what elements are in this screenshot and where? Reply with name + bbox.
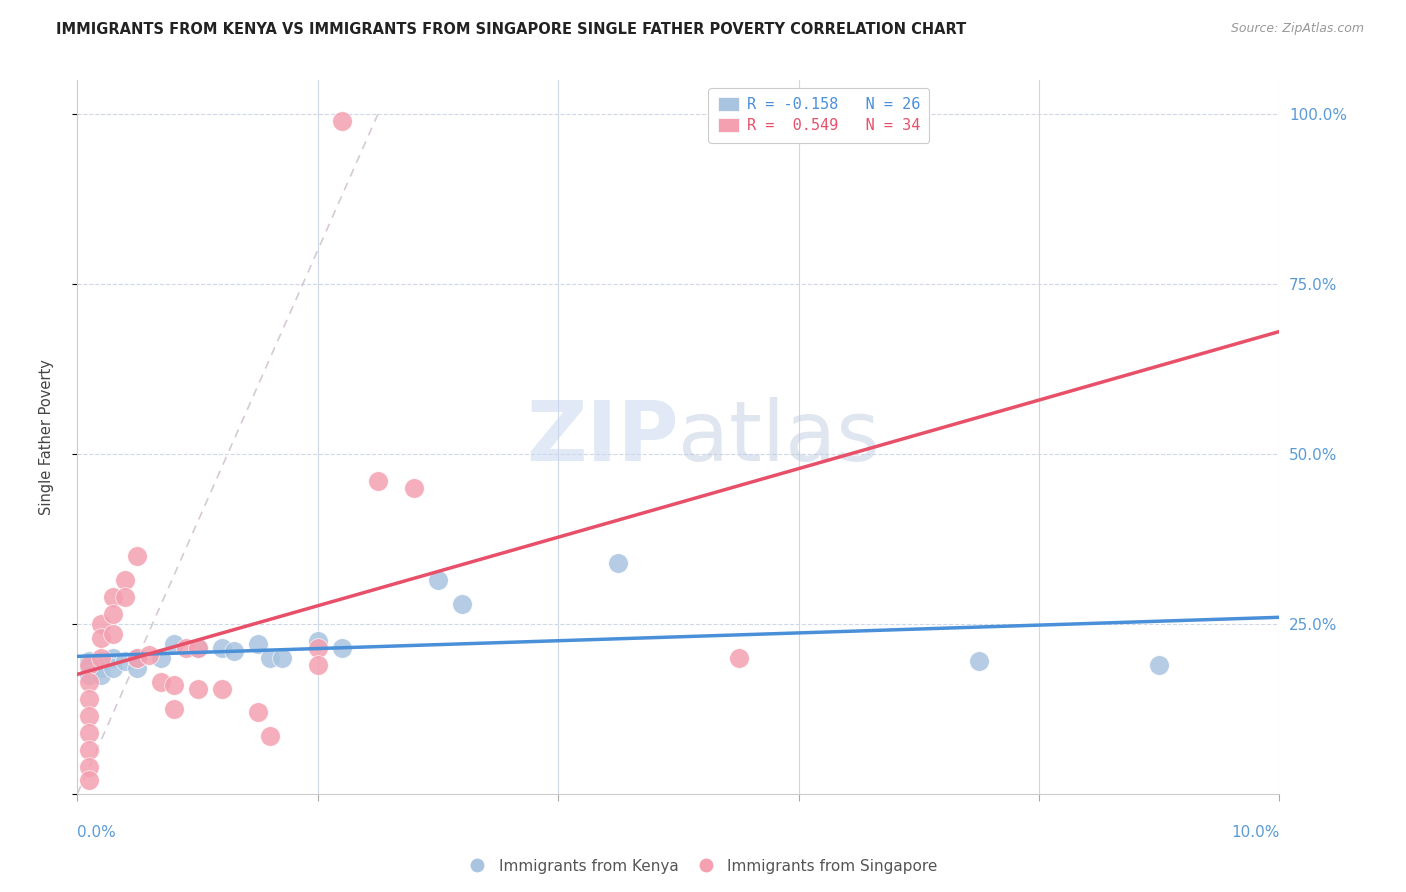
Point: [79, 657, 101, 672]
Point: [211, 681, 233, 696]
Point: [90, 651, 112, 665]
Point: [727, 651, 749, 665]
Text: ZIP: ZIP: [526, 397, 679, 477]
Point: [451, 597, 474, 611]
Point: [127, 651, 149, 665]
Point: [150, 674, 173, 689]
Point: [402, 481, 425, 495]
Point: [127, 651, 149, 665]
Point: [187, 681, 209, 696]
Point: [162, 702, 184, 716]
Text: Source: ZipAtlas.com: Source: ZipAtlas.com: [1230, 22, 1364, 36]
Point: [162, 637, 184, 651]
Point: [90, 654, 112, 668]
Point: [103, 627, 125, 641]
Point: [246, 706, 269, 720]
Point: [211, 640, 233, 655]
Point: [79, 674, 101, 689]
Point: [330, 640, 353, 655]
Legend: Immigrants from Kenya, Immigrants from Singapore: Immigrants from Kenya, Immigrants from S…: [463, 853, 943, 880]
Point: [103, 651, 125, 665]
Point: [114, 590, 136, 604]
Point: [90, 617, 112, 632]
Point: [427, 573, 450, 587]
Text: atlas: atlas: [679, 397, 880, 477]
Point: [607, 556, 630, 570]
Text: 0.0%: 0.0%: [77, 825, 117, 840]
Y-axis label: Single Father Poverty: Single Father Poverty: [39, 359, 53, 515]
Point: [79, 691, 101, 706]
Point: [222, 644, 245, 658]
Text: 10.0%: 10.0%: [1232, 825, 1279, 840]
Point: [103, 607, 125, 621]
Point: [127, 661, 149, 675]
Point: [79, 773, 101, 788]
Point: [79, 661, 101, 675]
Point: [79, 668, 101, 682]
Point: [79, 708, 101, 723]
Point: [967, 654, 990, 668]
Point: [150, 651, 173, 665]
Point: [138, 648, 160, 662]
Point: [90, 661, 112, 675]
Point: [114, 654, 136, 668]
Point: [246, 637, 269, 651]
Point: [259, 729, 281, 743]
Point: [79, 725, 101, 739]
Legend: R = -0.158   N = 26, R =  0.549   N = 34: R = -0.158 N = 26, R = 0.549 N = 34: [709, 88, 929, 143]
Point: [270, 651, 292, 665]
Point: [90, 631, 112, 645]
Point: [330, 114, 353, 128]
Point: [162, 678, 184, 692]
Point: [79, 654, 101, 668]
Point: [187, 640, 209, 655]
Text: IMMIGRANTS FROM KENYA VS IMMIGRANTS FROM SINGAPORE SINGLE FATHER POVERTY CORRELA: IMMIGRANTS FROM KENYA VS IMMIGRANTS FROM…: [56, 22, 966, 37]
Point: [259, 651, 281, 665]
Point: [307, 640, 329, 655]
Point: [307, 634, 329, 648]
Point: [174, 640, 197, 655]
Point: [307, 657, 329, 672]
Point: [114, 573, 136, 587]
Point: [127, 549, 149, 563]
Point: [103, 590, 125, 604]
Point: [90, 668, 112, 682]
Point: [79, 742, 101, 756]
Point: [187, 640, 209, 655]
Point: [1149, 657, 1171, 672]
Point: [103, 661, 125, 675]
Point: [367, 475, 389, 489]
Point: [79, 760, 101, 774]
